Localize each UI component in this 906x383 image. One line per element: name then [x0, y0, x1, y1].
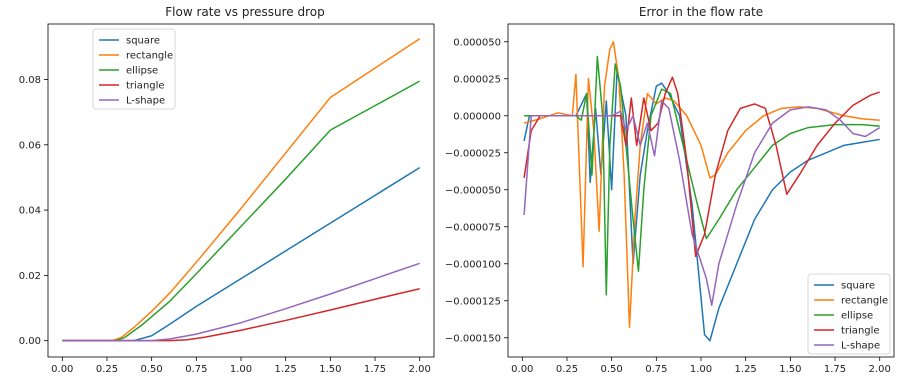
- x-tick-label: 0.50: [141, 364, 163, 375]
- legend-label: L-shape: [126, 96, 165, 107]
- legend: square rectangle ellipse triangle L-shape: [92, 28, 176, 110]
- x-tick-label: 0.75: [645, 364, 667, 375]
- legend: square rectangle ellipse triangle L-shape: [807, 273, 891, 355]
- x-tick-label: 2.00: [869, 364, 891, 375]
- series-line-rectangle: [523, 41, 880, 329]
- legend-label: triangle: [841, 326, 880, 337]
- x-tick-label: 1.00: [230, 364, 252, 375]
- x-tick-label: 2.00: [409, 364, 431, 375]
- legend-label: ellipse: [126, 66, 158, 77]
- series-line-l-shape: [523, 100, 881, 306]
- x-tick-label: 1.50: [779, 364, 801, 375]
- y-tick-label: 0.000050: [453, 37, 501, 48]
- series-line-rectangle: [62, 38, 421, 342]
- legend-label: rectangle: [126, 51, 173, 62]
- y-tick-label: −0.000075: [445, 222, 501, 233]
- y-tick-label: −0.000100: [445, 259, 501, 270]
- x-tick-label: 0.75: [185, 364, 207, 375]
- series-line-ellipse: [62, 80, 421, 342]
- legend-label: square: [126, 36, 160, 47]
- x-tick-label: 1.25: [275, 364, 297, 375]
- y-tick-label: 0.06: [19, 140, 41, 151]
- series-line-square: [62, 167, 421, 342]
- legend-label: ellipse: [841, 311, 873, 322]
- legend-box: [807, 273, 891, 355]
- y-tick-label: −0.000150: [445, 333, 501, 344]
- y-tick-label: 0.08: [19, 75, 41, 86]
- x-tick-label: 1.75: [824, 364, 846, 375]
- y-tick-label: 0.02: [19, 271, 41, 282]
- legend-label: triangle: [126, 81, 165, 92]
- x-tick-label: 0.50: [601, 364, 623, 375]
- x-tick-label: 1.25: [735, 364, 757, 375]
- y-tick-label: 0.000025: [453, 74, 501, 85]
- series-line-triangle: [523, 76, 880, 258]
- x-tick-label: 0.00: [51, 364, 73, 375]
- legend-box: [92, 28, 176, 110]
- chart-title: Flow rate vs pressure drop: [165, 5, 324, 19]
- y-tick-label: −0.000050: [445, 185, 501, 196]
- legend-label: L-shape: [841, 341, 880, 352]
- x-tick-label: 0.25: [96, 364, 118, 375]
- y-tick-label: 0.00: [19, 336, 41, 347]
- y-tick-label: 0.04: [19, 206, 41, 217]
- y-tick-label: −0.000025: [445, 148, 501, 159]
- legend-label: rectangle: [841, 296, 888, 307]
- x-tick-label: 1.00: [690, 364, 712, 375]
- y-tick-label: −0.000125: [445, 296, 501, 307]
- legend-label: square: [841, 281, 875, 292]
- y-tick-label: 0.000000: [453, 111, 501, 122]
- x-tick-label: 0.25: [556, 364, 578, 375]
- series-line-triangle: [62, 288, 420, 342]
- chart-title: Error in the flow rate: [639, 5, 763, 19]
- flow-rate-chart: Flow rate vs pressure drop 0.00 0.25 0.50 0…: [19, 5, 435, 375]
- series-line-l-shape: [62, 262, 420, 342]
- error-chart: Error in the flow rate 0.00 0.25 0.50 0.75 1…: [445, 5, 895, 375]
- x-tick-label: 1.75: [364, 364, 386, 375]
- series-line-ellipse: [524, 55, 880, 296]
- x-tick-label: 1.50: [319, 364, 341, 375]
- x-tick-label: 0.00: [511, 364, 533, 375]
